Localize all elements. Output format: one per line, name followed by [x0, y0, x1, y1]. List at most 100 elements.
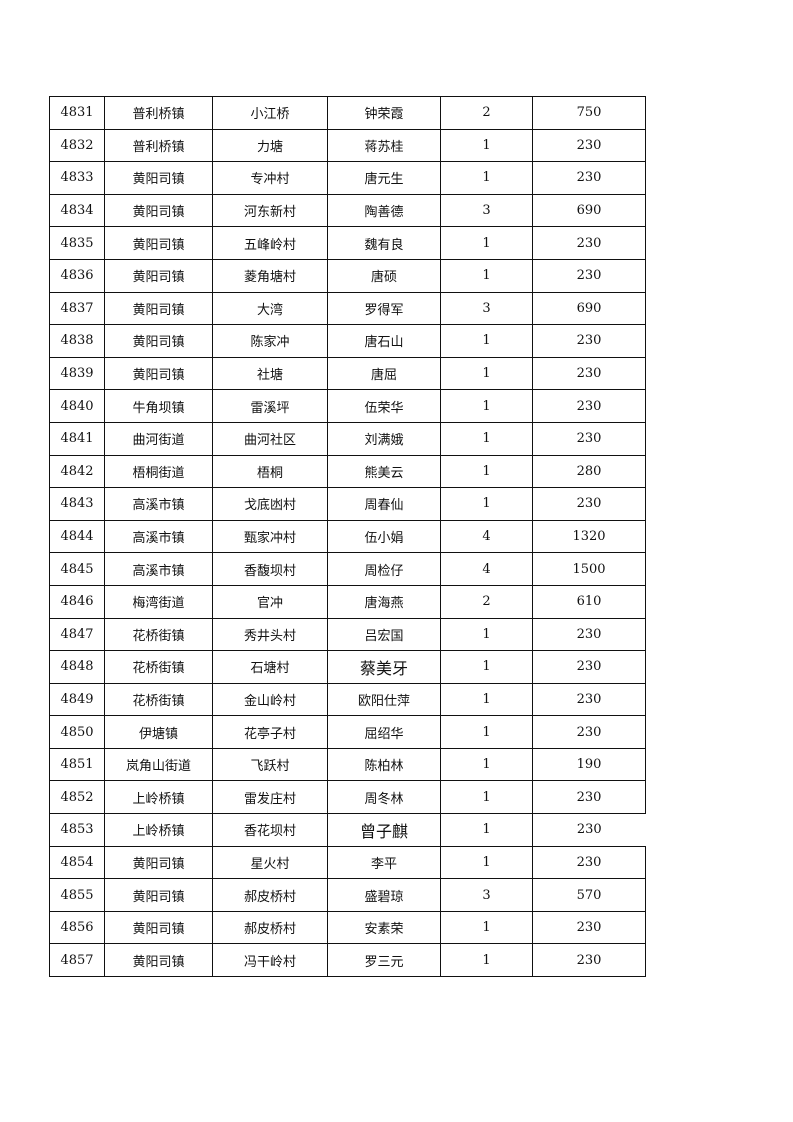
person-name-cell: 吕宏国 [327, 617, 441, 652]
row-number-cell: 4838 [49, 324, 105, 358]
count-cell: 4 [440, 552, 533, 586]
table-row: 4836 黄阳司镇 菱角塘村 唐硕 1 230 [49, 258, 646, 293]
count-cell: 1 [440, 421, 533, 456]
person-name-cell: 唐元生 [327, 161, 441, 195]
village-cell: 梧桐 [212, 454, 328, 489]
village-cell: 香馥坝村 [212, 552, 328, 586]
amount-cell: 230 [532, 845, 646, 880]
person-name-cell: 周检仔 [327, 552, 441, 586]
amount-cell: 230 [532, 389, 646, 423]
count-cell: 1 [440, 943, 533, 978]
village-cell: 五峰岭村 [212, 226, 328, 260]
village-cell: 小江桥 [212, 96, 328, 130]
village-cell: 金山岭村 [212, 682, 328, 717]
table-row: 4856 黄阳司镇 郝皮桥村 安素荣 1 230 [49, 910, 646, 945]
amount-cell: 190 [532, 747, 646, 782]
count-cell: 1 [440, 813, 533, 847]
village-cell: 甄家冲村 [212, 519, 328, 554]
table-row: 4837 黄阳司镇 大湾 罗得军 3 690 [49, 291, 646, 326]
table-row: 4857 黄阳司镇 冯干岭村 罗三元 1 230 [49, 943, 646, 978]
amount-cell: 230 [532, 682, 646, 717]
person-name-cell: 李平 [327, 845, 441, 880]
person-name-cell: 欧阳仕萍 [327, 682, 441, 717]
count-cell: 1 [440, 258, 533, 293]
table-row: 4842 梧桐街道 梧桐 熊美云 1 280 [49, 454, 646, 489]
person-name-cell: 熊美云 [327, 454, 441, 489]
amount-cell: 230 [532, 617, 646, 652]
table-row: 4841 曲河街道 曲河社区 刘满娥 1 230 [49, 421, 646, 456]
person-name-cell: 伍小娟 [327, 519, 441, 554]
town-cell: 花桥街镇 [104, 617, 213, 652]
amount-cell: 230 [532, 161, 646, 195]
row-number-cell: 4846 [49, 584, 105, 619]
person-name-cell: 安素荣 [327, 910, 441, 945]
table-row: 4849 花桥街镇 金山岭村 欧阳仕萍 1 230 [49, 682, 646, 717]
count-cell: 1 [440, 487, 533, 521]
amount-cell: 690 [532, 291, 646, 326]
table-row: 4847 花桥街镇 秀井头村 吕宏国 1 230 [49, 617, 646, 652]
count-cell: 1 [440, 650, 533, 684]
count-cell: 4 [440, 519, 533, 554]
person-name-cell: 陶善德 [327, 193, 441, 228]
town-cell: 黄阳司镇 [104, 226, 213, 260]
person-name-cell: 钟荣霞 [327, 96, 441, 130]
table-row: 4834 黄阳司镇 河东新村 陶善德 3 690 [49, 193, 646, 228]
town-cell: 高溪市镇 [104, 519, 213, 554]
table-row: 4838 黄阳司镇 陈家冲 唐石山 1 230 [49, 324, 646, 358]
amount-cell: 230 [532, 258, 646, 293]
table-row: 4844 高溪市镇 甄家冲村 伍小娟 4 1320 [49, 519, 646, 554]
count-cell: 1 [440, 780, 533, 815]
row-number-cell: 4831 [49, 96, 105, 130]
count-cell: 1 [440, 910, 533, 945]
table-row: 4835 黄阳司镇 五峰岭村 魏有良 1 230 [49, 226, 646, 260]
amount-cell: 690 [532, 193, 646, 228]
amount-cell: 230 [532, 650, 646, 684]
village-cell: 陈家冲 [212, 324, 328, 358]
village-cell: 戈底凼村 [212, 487, 328, 521]
town-cell: 普利桥镇 [104, 96, 213, 130]
person-name-cell: 罗得军 [327, 291, 441, 326]
table-row: 4843 高溪市镇 戈底凼村 周春仙 1 230 [49, 487, 646, 521]
amount-cell: 230 [532, 715, 646, 749]
table-row: 4839 黄阳司镇 社塘 唐屈 1 230 [49, 356, 646, 391]
village-cell: 飞跃村 [212, 747, 328, 782]
person-name-cell: 伍荣华 [327, 389, 441, 423]
town-cell: 黄阳司镇 [104, 324, 213, 358]
person-name-cell: 周冬林 [327, 780, 441, 815]
town-cell: 牛角坝镇 [104, 389, 213, 423]
village-cell: 郝皮桥村 [212, 878, 328, 912]
table-row: 4850 伊塘镇 花亭子村 屈绍华 1 230 [49, 715, 646, 749]
count-cell: 3 [440, 291, 533, 326]
amount-cell: 230 [532, 813, 646, 847]
row-number-cell: 4843 [49, 487, 105, 521]
village-cell: 石塘村 [212, 650, 328, 684]
town-cell: 黄阳司镇 [104, 845, 213, 880]
village-cell: 河东新村 [212, 193, 328, 228]
table-row: 4846 梅湾街道 官冲 唐海燕 2 610 [49, 584, 646, 619]
town-cell: 黄阳司镇 [104, 878, 213, 912]
row-number-cell: 4840 [49, 389, 105, 423]
count-cell: 1 [440, 226, 533, 260]
amount-cell: 230 [532, 324, 646, 358]
person-name-cell: 唐屈 [327, 356, 441, 391]
count-cell: 1 [440, 454, 533, 489]
village-cell: 郝皮桥村 [212, 910, 328, 945]
person-name-cell: 周春仙 [327, 487, 441, 521]
row-number-cell: 4832 [49, 128, 105, 163]
amount-cell: 610 [532, 584, 646, 619]
village-cell: 雷发庄村 [212, 780, 328, 815]
row-number-cell: 4835 [49, 226, 105, 260]
town-cell: 上岭桥镇 [104, 780, 213, 815]
row-number-cell: 4857 [49, 943, 105, 978]
town-cell: 梅湾街道 [104, 584, 213, 619]
count-cell: 1 [440, 617, 533, 652]
village-cell: 菱角塘村 [212, 258, 328, 293]
amount-cell: 230 [532, 780, 646, 815]
records-table: 4831 普利桥镇 小江桥 钟荣霞 2 750 4832 普利桥镇 力塘 蒋苏桂 1 230 4833 黄… [49, 96, 646, 978]
village-cell: 星火村 [212, 845, 328, 880]
amount-cell: 230 [532, 128, 646, 163]
village-cell: 专冲村 [212, 161, 328, 195]
village-cell: 香花坝村 [212, 813, 328, 847]
row-number-cell: 4834 [49, 193, 105, 228]
count-cell: 2 [440, 584, 533, 619]
